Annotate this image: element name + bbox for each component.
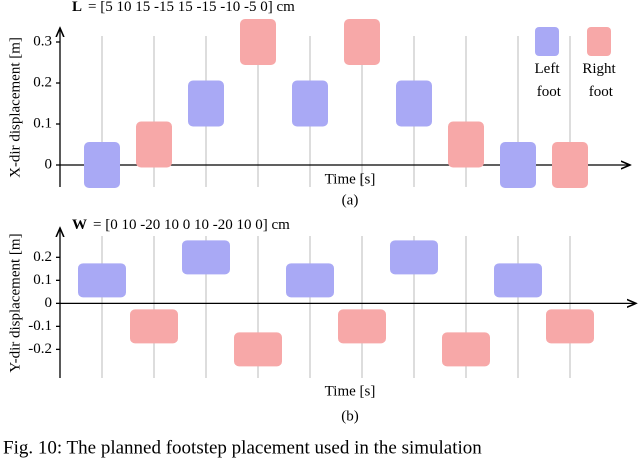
annotation-symbol: W <box>72 217 87 233</box>
footstep-block <box>396 80 432 127</box>
footstep-block <box>448 121 484 168</box>
footstep-block <box>494 263 542 298</box>
legend-swatch <box>535 27 559 56</box>
footstep-block <box>344 19 380 65</box>
y-tick-label: -0.2 <box>28 341 52 357</box>
footstep-block <box>546 309 594 344</box>
footstep-block <box>338 309 386 344</box>
footstep-block <box>390 240 438 275</box>
footstep-block <box>130 309 178 344</box>
footstep-block <box>78 263 126 298</box>
footstep-block <box>286 263 334 298</box>
y-tick-label: 0.1 <box>33 272 52 288</box>
y-tick-label: 0.2 <box>33 249 52 265</box>
annotation: W = [0 10 -20 10 0 10 -20 10 0] cm <box>72 217 290 233</box>
annotation-symbol: L <box>72 0 82 15</box>
footstep-block <box>84 142 120 188</box>
subcaption: (b) <box>341 408 359 424</box>
footstep-block <box>136 121 172 168</box>
y-tick-label: -0.1 <box>28 318 52 334</box>
footstep-block <box>188 80 224 127</box>
legend-label: Right foot <box>582 61 616 100</box>
y-tick-label: 0 <box>45 156 53 172</box>
legend-swatch <box>587 27 611 56</box>
footstep-block <box>552 142 588 188</box>
footstep-block <box>234 332 282 367</box>
footstep-block <box>292 80 328 127</box>
y-axis-label: X-dir displacement [m] <box>7 37 23 178</box>
caption: Fig. 10: The planned footstep placement … <box>3 437 482 458</box>
y-tick-label: 0.1 <box>33 115 52 131</box>
y-tick-label: 0.2 <box>33 74 52 90</box>
footstep-block <box>182 240 230 275</box>
footstep-block <box>240 19 276 65</box>
legend-label: Left foot <box>533 61 562 100</box>
y-axis-label: Y-dir displacement [m] <box>7 233 23 372</box>
subcaption: (a) <box>342 192 359 208</box>
y-tick-label: 0 <box>45 295 53 311</box>
x-axis-label: Time [s] <box>325 383 376 399</box>
x-axis-label: Time [s] <box>325 171 376 187</box>
y-tick-label: 0.3 <box>33 33 52 49</box>
annotation-text: = [5 10 15 -15 15 -15 -10 -5 0] cm <box>88 0 295 15</box>
footstep-block <box>442 332 490 367</box>
annotation: L = [5 10 15 -15 15 -15 -10 -5 0] cm <box>72 0 295 15</box>
footstep-block <box>500 142 536 188</box>
annotation-text: = [0 10 -20 10 0 10 -20 10 0] cm <box>93 217 290 233</box>
